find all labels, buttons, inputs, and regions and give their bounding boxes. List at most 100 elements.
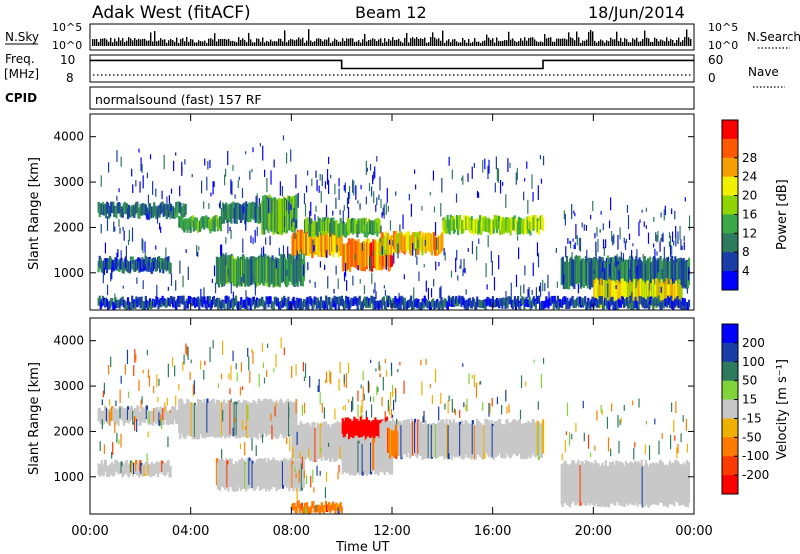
noise-cell [116,195,118,201]
data-cell [597,300,600,308]
noise-cell [532,192,534,202]
nsky-bar [142,38,144,46]
noise-cell [473,162,475,169]
noise-cell [101,399,103,406]
noise-cell [352,396,354,411]
colorbar-tick-label: 12 [742,226,757,240]
nsky-bar [166,42,168,46]
noise-cell [393,399,395,411]
noise-cell [204,158,206,166]
nsky-bar [624,38,626,46]
noise-cell [173,160,175,171]
data-cell [319,505,322,513]
nsky-bar [104,38,106,46]
noise-cell [275,354,277,368]
nsky-bar [116,41,118,46]
noise-cell [361,399,363,413]
noise-cell [603,246,605,256]
nsky-bar [232,40,234,46]
noise-cell [416,256,418,265]
noise-cell [325,471,328,482]
noise-cell [334,183,336,195]
data-cell [534,301,538,310]
noise-cell [240,362,243,373]
noise-cell [675,226,677,238]
noise-cell [339,446,341,459]
x-tick-label: 00:00 [71,524,108,539]
noise-cell [369,163,372,171]
noise-cell [289,437,291,452]
noise-cell [527,289,529,298]
noise-cell [120,156,122,167]
noise-cell [566,402,569,416]
x-tick-labels: 00:00 04:00 08:00 12:00 16:00 20:00 00:00 [71,524,712,539]
nsky-bar [448,39,450,46]
noise-cell [229,226,231,232]
data-cell [197,296,200,305]
nsky-bar [330,42,332,46]
nsky-bar [240,39,242,46]
noise-cell [135,354,137,362]
freq-tick-top: 10 [60,53,75,67]
noise-cell [156,374,158,388]
noise-cell [303,402,306,414]
nsky-bar [416,37,418,46]
noise-cell [378,361,380,371]
noise-cell [291,366,293,379]
noise-cell [228,273,230,278]
noise-cell [542,155,545,166]
nsky-bar [642,39,644,46]
noise-cell [674,210,676,220]
y-tick-label: 1000 [53,266,84,280]
freq-panel [89,54,695,83]
nsky-bar [572,38,574,46]
noise-cell [482,159,484,173]
nsky-bar [586,39,588,46]
noise-cell [412,242,414,256]
nsky-bar [248,32,250,46]
data-cell [186,300,189,309]
noise-cell [620,417,622,424]
noise-cell [234,194,236,199]
data-cell [347,296,350,305]
noise-cell [292,446,294,461]
data-cell [314,297,317,305]
noise-cell [680,433,682,443]
nsky-bar [362,39,364,46]
nsky-bar [432,32,434,46]
data-cell [286,302,289,310]
noise-cell [389,220,392,231]
noise-cell [255,445,257,457]
noise-cell [196,244,198,256]
nsky-bar [648,38,650,46]
noise-cell [427,287,430,300]
noise-cell [365,160,367,175]
data-cell [687,299,691,308]
nsky-bar [324,39,326,46]
nsky-bar [162,39,164,46]
nsky-tick-bottom: 10^0 [52,39,82,52]
noise-cell [374,166,376,179]
noise-cell [686,287,689,294]
nsky-bar [632,38,634,46]
noise-cell [537,185,539,200]
data-cell [139,300,142,309]
noise-cell [391,414,394,418]
nsky-bar [660,39,662,46]
data-cell [564,296,567,305]
noise-cell [563,210,565,220]
nsky-bar [180,39,182,46]
noise-cell [417,239,419,249]
noise-cell [462,269,464,277]
noise-cell [227,219,229,234]
noise-cell [232,350,234,362]
noise-cell [644,260,646,265]
noise-cell [596,410,598,421]
noise-cell [336,244,338,252]
nsky-bar [668,41,670,46]
colorbar-tick-label: 100 [742,355,765,369]
data-cell [553,295,556,304]
noise-cell [334,408,336,420]
noise-cell [467,173,469,182]
noise-cell [155,245,157,250]
